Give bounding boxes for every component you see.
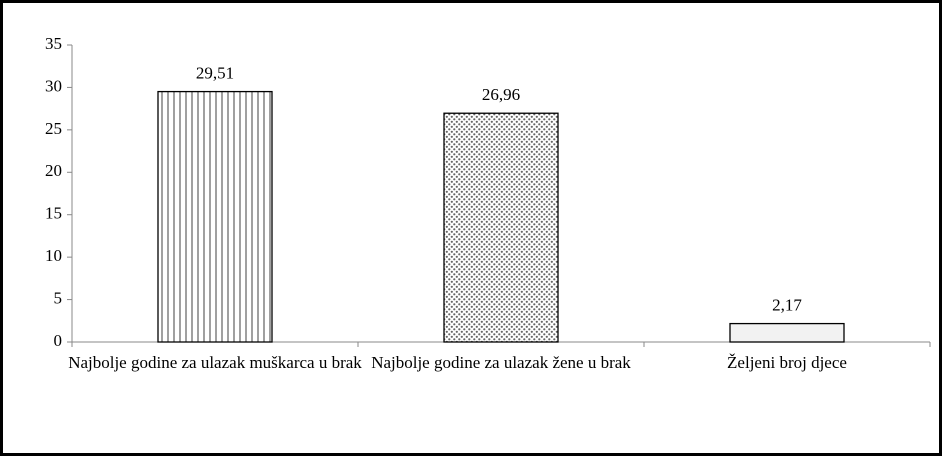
x-tick-label: Željeni broj djece — [727, 353, 847, 372]
y-tick-label: 30 — [45, 76, 62, 95]
y-tick-label: 25 — [45, 119, 62, 138]
bar — [443, 112, 559, 343]
y-tick-label: 20 — [45, 161, 62, 180]
bar — [157, 90, 273, 343]
y-tick-label: 15 — [45, 204, 62, 223]
data-label: 26,96 — [482, 85, 520, 104]
x-tick-label: Najbolje godine za ulazak žene u brak — [371, 353, 631, 372]
bar — [729, 322, 845, 343]
y-tick-label: 35 — [45, 34, 62, 53]
y-tick-label: 0 — [54, 331, 63, 350]
data-label: 2,17 — [772, 295, 802, 314]
data-label: 29,51 — [196, 63, 234, 82]
x-tick-label: Najbolje godine za ulazak muškarca u bra… — [68, 353, 362, 372]
chart-svg: 0 5 10 15 20 25 30 35 29,51 26,96 2,17 — [45, 34, 931, 350]
y-tick-label: 5 — [54, 288, 63, 307]
y-tick-label: 10 — [45, 246, 62, 265]
